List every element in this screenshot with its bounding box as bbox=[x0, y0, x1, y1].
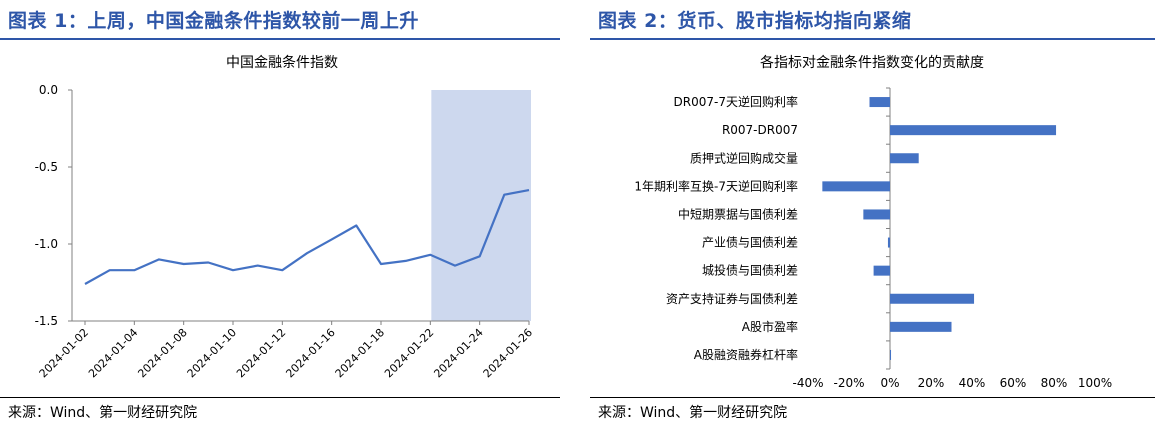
category-label: A股融资融券杠杆率 bbox=[694, 347, 798, 362]
chart-title: 中国金融条件指数 bbox=[226, 55, 338, 71]
y-tick-label: -0.5 bbox=[35, 160, 58, 174]
x-tick-label: -40% bbox=[792, 376, 823, 390]
bar bbox=[869, 97, 890, 108]
bar bbox=[822, 181, 890, 192]
highlight-band bbox=[431, 90, 531, 321]
bar-chart: DR007-7天逆回购利率 R007-DR007 质押式逆回购成交量 1年期利率互换-… bbox=[634, 87, 1112, 390]
bar bbox=[890, 321, 952, 332]
category-label: 产业债与国债利差 bbox=[702, 236, 798, 250]
x-tick-label: 40% bbox=[959, 376, 986, 390]
x-tick-label: 2024-01-04 bbox=[86, 326, 140, 380]
category-label: 资产支持证券与国债利差 bbox=[666, 291, 798, 306]
category-label: DR007-7天逆回购利率 bbox=[674, 94, 798, 109]
x-tick-label: 2024-01-24 bbox=[431, 326, 485, 380]
x-tick-label: 20% bbox=[918, 376, 945, 390]
bar bbox=[873, 265, 890, 276]
y-tick-label: 0.0 bbox=[39, 83, 58, 97]
x-tick-label: -20% bbox=[833, 376, 864, 390]
bar bbox=[890, 349, 892, 360]
line-chart: 0.0-0.5-1.0-1.52024-01-022024-01-042024-… bbox=[35, 83, 536, 380]
x-tick-label: 80% bbox=[1041, 376, 1068, 390]
chart-title: 各指标对金融条件指数变化的贡献度 bbox=[760, 55, 984, 71]
x-tick-label: 0% bbox=[880, 376, 899, 390]
category-label: A股市盈率 bbox=[742, 319, 798, 334]
x-tick-label: 2024-01-02 bbox=[37, 326, 91, 380]
bar bbox=[890, 125, 1057, 136]
title-rule bbox=[590, 38, 1155, 40]
bar bbox=[863, 209, 890, 220]
source-rule bbox=[0, 397, 560, 398]
source-rule bbox=[590, 397, 1155, 398]
bar bbox=[890, 153, 919, 164]
y-tick-label: -1.5 bbox=[35, 314, 58, 328]
right-figure-panel: 图表 2：货币、股市指标均指向紧缩 各指标对金融条件指数变化的贡献度 DR007… bbox=[590, 0, 1155, 431]
bar bbox=[890, 293, 975, 304]
category-label: 1年期利率互换-7天逆回购利率 bbox=[634, 178, 798, 193]
x-tick-label: 2024-01-22 bbox=[382, 326, 436, 380]
figure-title: 图表 1：上周，中国金融条件指数较前一周上升 bbox=[8, 10, 419, 32]
x-tick-label: 2024-01-10 bbox=[185, 326, 239, 380]
bar bbox=[887, 237, 890, 248]
x-tick-label: 2024-01-12 bbox=[234, 326, 288, 380]
title-rule bbox=[0, 38, 560, 40]
category-label: 中短期票据与国债利差 bbox=[678, 206, 798, 221]
source-note: 来源：Wind、第一财经研究院 bbox=[598, 405, 788, 421]
x-tick-label: 2024-01-08 bbox=[135, 326, 189, 380]
x-tick-label: 100% bbox=[1078, 376, 1112, 390]
left-figure-panel: 图表 1：上周，中国金融条件指数较前一周上升 中国金融条件指数 0.0 -0.5 -… bbox=[0, 0, 560, 431]
category-label: 质押式逆回购成交量 bbox=[690, 150, 798, 165]
category-label: R007-DR007 bbox=[722, 123, 798, 137]
x-tick-label: 2024-01-18 bbox=[333, 326, 387, 380]
y-tick-label: -1.0 bbox=[35, 237, 58, 251]
source-note: 来源：Wind、第一财经研究院 bbox=[8, 405, 198, 421]
category-label: 城投债与国债利差 bbox=[702, 263, 798, 278]
x-tick-label: 2024-01-26 bbox=[481, 326, 535, 380]
x-tick-label: 2024-01-16 bbox=[283, 326, 337, 380]
figure-title: 图表 2：货币、股市指标均指向紧缩 bbox=[598, 10, 912, 32]
x-tick-label: 60% bbox=[1000, 376, 1027, 390]
